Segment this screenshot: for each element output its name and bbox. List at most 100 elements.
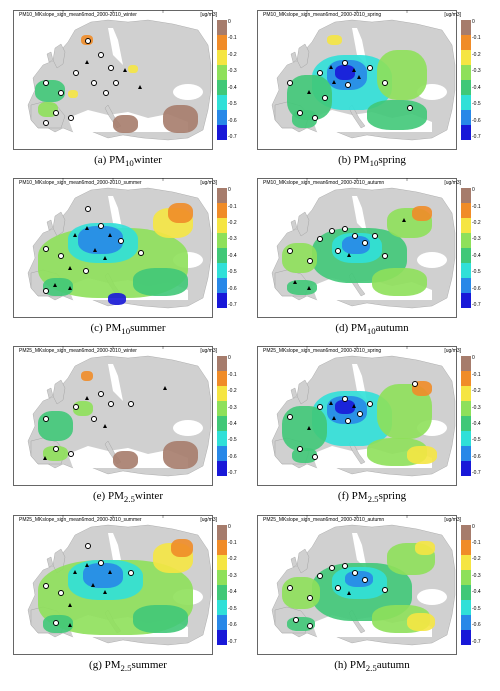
- colorbar-tick: -0.4: [227, 254, 243, 259]
- caption-subscript: 2.5: [366, 663, 377, 673]
- caption-prefix: (e) PM: [93, 490, 124, 502]
- colorbar-segment: [217, 95, 227, 110]
- colorbar-tick: -0.2: [227, 557, 243, 562]
- colorbar-tick: -0.2: [471, 557, 487, 562]
- data-blob: [412, 206, 432, 221]
- colorbar-tick: -0.4: [471, 254, 487, 259]
- colorbar-tick: 0: [227, 525, 243, 530]
- marker-triangle: [73, 570, 77, 574]
- colorbar: [217, 188, 227, 308]
- map-title: PM25_MKslope_sign_mean6mod_2000-2010_win…: [19, 348, 137, 354]
- caption-subscript: 10: [367, 326, 376, 336]
- marker-circle: [293, 617, 299, 623]
- caption-subscript: 10: [125, 158, 134, 168]
- colorbar-segment: [217, 80, 227, 95]
- colorbar-tick: -0.5: [471, 270, 487, 275]
- colorbar-segment: [461, 630, 471, 645]
- colorbar-tick: -0.2: [227, 53, 243, 58]
- marker-circle: [312, 115, 318, 121]
- colorbar-segment: [217, 188, 227, 203]
- marker-triangle: [357, 75, 361, 79]
- colorbar-segment: [461, 293, 471, 308]
- colorbar-segment: [217, 446, 227, 461]
- marker-circle: [53, 110, 59, 116]
- map-canvas: [257, 178, 457, 318]
- marker-triangle: [123, 68, 127, 72]
- colorbar-labels: 0-0.1-0.2-0.3-0.4-0.5-0.6-0.7: [471, 525, 487, 645]
- caption-suffix: summer: [130, 322, 165, 334]
- map-title: PM10_MKslope_sign_mean6mod_2000-2010_spr…: [263, 12, 381, 18]
- colorbar-segment: [217, 278, 227, 293]
- panel-caption: (g) PM2.5summer: [89, 659, 167, 673]
- marker-circle: [43, 120, 49, 126]
- marker-triangle: [293, 280, 297, 284]
- colorbar-tick: -0.2: [471, 53, 487, 58]
- colorbar-segment: [217, 431, 227, 446]
- data-blob: [372, 268, 427, 296]
- caption-prefix: (g) PM: [89, 659, 120, 671]
- data-blob: [78, 226, 123, 254]
- colorbar-tick: -0.1: [227, 541, 243, 546]
- panel-h: PM25_MKslope_sign_mean6mod_2000-2010_aut…: [254, 515, 490, 681]
- marker-circle: [43, 80, 49, 86]
- figure-grid: PM10_MKslope_sign_mean6mod_2000-2010_win…: [10, 10, 490, 681]
- colorbar-segment: [461, 125, 471, 140]
- colorbar-segment: [217, 233, 227, 248]
- colorbar-tick: -0.2: [227, 221, 243, 226]
- marker-circle: [317, 70, 323, 76]
- colorbar-segment: [217, 630, 227, 645]
- map-title: PM25_MKslope_sign_mean6mod_2000-2010_sum…: [19, 517, 142, 523]
- colorbar-segment: [461, 65, 471, 80]
- colorbar-tick: -0.6: [471, 287, 487, 292]
- colorbar-tick: -0.6: [471, 119, 487, 124]
- colorbar-tick: -0.3: [227, 574, 243, 579]
- map-unit: [ug/m3]: [444, 12, 461, 18]
- colorbar-tick: -0.3: [471, 69, 487, 74]
- colorbar-labels: 0-0.1-0.2-0.3-0.4-0.5-0.6-0.7: [471, 188, 487, 308]
- colorbar-segment: [217, 263, 227, 278]
- colorbar-tick: -0.1: [227, 373, 243, 378]
- colorbar-tick: -0.6: [471, 455, 487, 460]
- colorbar-tick: -0.7: [227, 640, 243, 645]
- colorbar-segment: [217, 461, 227, 476]
- colorbar-tick: -0.6: [227, 119, 243, 124]
- colorbar-segment: [461, 263, 471, 278]
- panel-c: PM10_MKslope_sign_mean6mod_2000-2010_sum…: [10, 178, 246, 344]
- colorbar-tick: -0.1: [471, 36, 487, 41]
- colorbar-segment: [217, 356, 227, 371]
- data-blob: [377, 50, 427, 100]
- map-unit: [ug/m3]: [200, 180, 217, 186]
- marker-circle: [367, 65, 373, 71]
- colorbar-segment: [217, 570, 227, 585]
- colorbar-segment: [461, 218, 471, 233]
- colorbar-tick: 0: [471, 188, 487, 193]
- map-unit: [ug/m3]: [200, 517, 217, 523]
- panel-g: PM25_MKslope_sign_mean6mod_2000-2010_sum…: [10, 515, 246, 681]
- marker-triangle: [347, 591, 351, 595]
- map-wrap: PM10_MKslope_sign_mean6mod_2000-2010_spr…: [257, 10, 487, 150]
- marker-circle: [91, 80, 97, 86]
- colorbar-segment: [461, 371, 471, 386]
- colorbar-tick: 0: [227, 188, 243, 193]
- marker-triangle: [329, 401, 333, 405]
- marker-circle: [98, 52, 104, 58]
- colorbar-segment: [461, 50, 471, 65]
- data-blob: [113, 451, 138, 469]
- data-blob: [81, 371, 93, 381]
- panel-e: PM25_MKslope_sign_mean6mod_2000-2010_win…: [10, 346, 246, 512]
- colorbar-tick: -0.3: [471, 237, 487, 242]
- marker-circle: [345, 82, 351, 88]
- colorbar-segment: [217, 525, 227, 540]
- data-blob: [133, 605, 188, 633]
- colorbar-labels: 0-0.1-0.2-0.3-0.4-0.5-0.6-0.7: [227, 356, 243, 476]
- colorbar-segment: [217, 248, 227, 263]
- marker-triangle: [85, 226, 89, 230]
- marker-triangle: [332, 80, 336, 84]
- caption-suffix: autumn: [377, 659, 410, 671]
- map-canvas: [13, 178, 213, 318]
- colorbar-tick: -0.7: [227, 303, 243, 308]
- data-blob: [171, 539, 193, 557]
- marker-circle: [128, 570, 134, 576]
- marker-triangle: [402, 218, 406, 222]
- caption-prefix: (b) PM: [338, 154, 369, 166]
